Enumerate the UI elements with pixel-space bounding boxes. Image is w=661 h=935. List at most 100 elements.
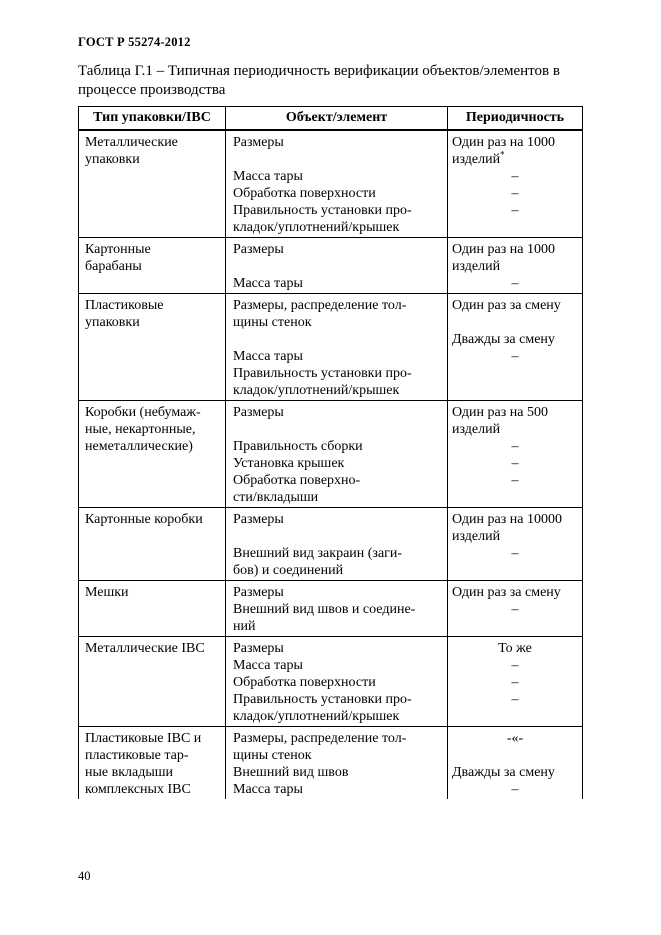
cell-line: – (511, 602, 519, 617)
cell-object-element: Размеры Внешний вид закраин (заги-бов) и… (226, 508, 448, 580)
cell-line: Правильность установки про- (233, 692, 412, 707)
cell-line: Один раз на 10000 (452, 512, 562, 527)
cell-line: Картонные (85, 242, 151, 257)
cell-line: Картонные коробки (85, 512, 203, 527)
cell-line: Масса тары (233, 276, 303, 291)
doc-number: ГОСТ Р 55274-2012 (78, 35, 191, 49)
cell-line: Правильность установки про- (233, 366, 412, 381)
cell-periodicity: Один раз за смену Дважды за смену – (448, 294, 582, 400)
cell-line: – (511, 203, 519, 218)
cell-line: – (511, 439, 519, 454)
cell-line: изделий* (452, 149, 505, 167)
cell-line: Масса тары (233, 658, 303, 673)
cell-line: ний (233, 619, 256, 634)
cell-packaging-type: Пластиковые упаковки (79, 294, 226, 400)
cell-line: Правильность установки про- (233, 203, 412, 218)
cell-line: изделий (452, 259, 501, 274)
cell-object-element: Размеры Масса тары Обработка поверхности Пр… (226, 637, 448, 726)
table-header-row: Тип упаковки/IBC Объект/элемент Периодич… (79, 107, 582, 131)
cell-line (233, 258, 444, 275)
cell-line: Один раз за смену (452, 298, 561, 313)
cell-line (452, 314, 578, 331)
table-row: Металлические IBC Размеры Масса тары Обрабо… (79, 637, 582, 727)
header-object-element: Объект/элемент (226, 107, 448, 129)
cell-line: Размеры (233, 641, 284, 656)
cell-line: Один раз за смену (452, 585, 561, 600)
cell-line: Размеры (233, 242, 284, 257)
cell-line: – (511, 782, 519, 797)
cell-line: комплексных IBC (85, 782, 191, 797)
cell-line: упаковки (85, 152, 140, 167)
cell-line: изделий (452, 422, 501, 437)
cell-line: Металлические IBC (85, 641, 205, 656)
cell-line: – (511, 546, 519, 561)
cell-line: сти/вкладыши (233, 490, 319, 505)
cell-line: Правильность сборки (233, 439, 363, 454)
verification-table: Тип упаковки/IBC Объект/элемент Периодич… (78, 106, 583, 799)
cell-line: Один раз на 500 (452, 405, 548, 420)
cell-object-element: Размеры Правильность сборки Установка кры… (226, 401, 448, 507)
table-row: Картонные коробки Размеры Внешний вид зак… (79, 508, 582, 581)
cell-line (452, 747, 578, 764)
footnote-asterisk: * (500, 149, 505, 160)
table-body: Металлические упаковки Размеры Масса тары О… (79, 131, 582, 799)
cell-line (452, 618, 578, 635)
table-row: Пластиковые IBC и пластиковые тар-ные вкл… (79, 727, 582, 799)
cell-packaging-type: Металлические упаковки (79, 131, 226, 237)
cell-line: – (511, 692, 519, 707)
cell-line: Размеры, распределение тол- (233, 298, 407, 313)
cell-line: Металлические (85, 135, 178, 150)
cell-line: изделий (452, 529, 501, 544)
cell-periodicity: Один раз на 500 изделий – – – (448, 401, 582, 507)
cell-line: Размеры (233, 405, 284, 420)
cell-periodicity: То же – – – (448, 637, 582, 726)
cell-line: Масса тары (233, 169, 303, 184)
cell-line: – (511, 349, 519, 364)
cell-line: Обработка поверхности (233, 675, 376, 690)
cell-line: Мешки (85, 585, 129, 600)
table-row: Мешки Размеры Внешний вид швов и соедине-н… (79, 581, 582, 637)
table-row: Картонные барабаны Размеры Масса тары Один … (79, 238, 582, 294)
cell-line: Внешний вид швов и соедине- (233, 602, 416, 617)
cell-line: Масса тары (233, 349, 303, 364)
cell-line (452, 382, 578, 399)
cell-line: Обработка поверхности (233, 186, 376, 201)
cell-periodicity: Один раз на 1000 изделий – (448, 238, 582, 293)
table-caption: Таблица Г.1 – Типичная периодичность вер… (78, 63, 560, 98)
cell-line: щины стенок (233, 315, 312, 330)
cell-object-element: Размеры Масса тары Обработка поверхности П… (226, 131, 448, 237)
cell-line (452, 489, 578, 506)
table-row: Пластиковые упаковки Размеры, распределени… (79, 294, 582, 401)
cell-line (233, 151, 444, 168)
cell-line: Коробки (небумаж- (85, 405, 201, 420)
cell-object-element: Размеры Масса тары (226, 238, 448, 293)
cell-packaging-type: Картонные коробки (79, 508, 226, 580)
cell-line: Размеры (233, 585, 284, 600)
cell-line: пластиковые тар- (85, 748, 189, 763)
cell-line: Пластиковые (85, 298, 164, 313)
cell-line: Один раз на 1000 (452, 242, 555, 257)
cell-periodicity: Один раз за смену – (448, 581, 582, 636)
cell-line: Обработка поверхно- (233, 473, 361, 488)
cell-line (233, 421, 444, 438)
cell-line: Внешний вид швов (233, 765, 349, 780)
cell-line: -«- (506, 731, 524, 746)
cell-line: ные вкладыши (85, 765, 174, 780)
table-row: Металлические упаковки Размеры Масса тары О… (79, 131, 582, 238)
cell-line: кладок/уплотнений/крышек (233, 220, 400, 235)
header-periodicity: Периодичность (465, 110, 565, 125)
cell-line: ные, некартонные, (85, 422, 196, 437)
cell-line: упаковки (85, 315, 140, 330)
cell-packaging-type: Металлические IBC (79, 637, 226, 726)
cell-line: То же (498, 641, 532, 656)
cell-packaging-type: Пластиковые IBC и пластиковые тар-ные вкл… (79, 727, 226, 799)
cell-line: – (511, 456, 519, 471)
cell-object-element: Размеры, распределение тол-щины стенок Вн… (226, 727, 448, 799)
cell-line (452, 365, 578, 382)
cell-line: – (511, 473, 519, 488)
cell-line: – (511, 169, 519, 184)
cell-periodicity: Один раз на 10000 изделий – (448, 508, 582, 580)
cell-line: бов) и соединений (233, 563, 344, 578)
cell-line: Размеры (233, 512, 284, 527)
cell-line (233, 331, 444, 348)
